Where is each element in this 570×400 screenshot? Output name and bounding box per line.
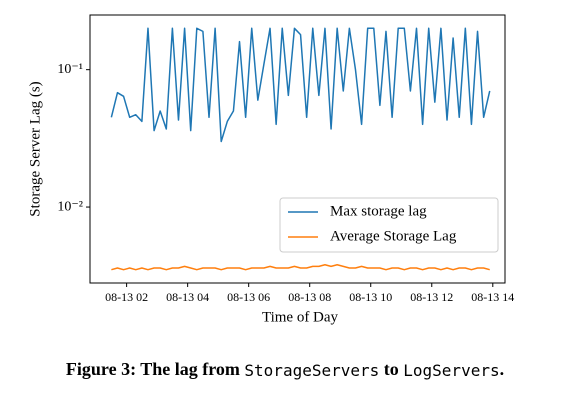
- series-line: [110, 27, 491, 143]
- y-axis-label: Storage Server Lag (s): [27, 81, 43, 216]
- caption-part: StorageServers: [244, 361, 379, 380]
- x-tick-label: 08-13 08: [288, 290, 331, 304]
- caption-part: LogServers: [403, 361, 499, 380]
- legend-label: Average Storage Lag: [330, 228, 457, 244]
- x-axis-label: Time of Day: [262, 309, 339, 325]
- x-tick-label: 08-13 14: [471, 290, 514, 304]
- legend-box: [279, 197, 499, 253]
- x-tick-label: 08-13 12: [410, 290, 453, 304]
- x-tick-label: 08-13 02: [105, 290, 148, 304]
- x-tick-label: 08-13 10: [349, 290, 392, 304]
- caption-part: .: [500, 359, 505, 379]
- plot-frame: [89, 14, 506, 284]
- caption: Figure 3: The lag from StorageServers to…: [66, 359, 504, 379]
- caption-part: to: [379, 359, 403, 379]
- x-tick-label: 08-13 04: [166, 290, 209, 304]
- x-tick-label: 08-13 06: [227, 290, 270, 304]
- legend-label: Max storage lag: [330, 203, 427, 219]
- caption-part: Figure 3: The lag from: [66, 359, 245, 379]
- y-tick-label: 10⁻²: [57, 199, 83, 214]
- series-line: [111, 264, 490, 271]
- y-tick-label: 10⁻¹: [57, 62, 83, 77]
